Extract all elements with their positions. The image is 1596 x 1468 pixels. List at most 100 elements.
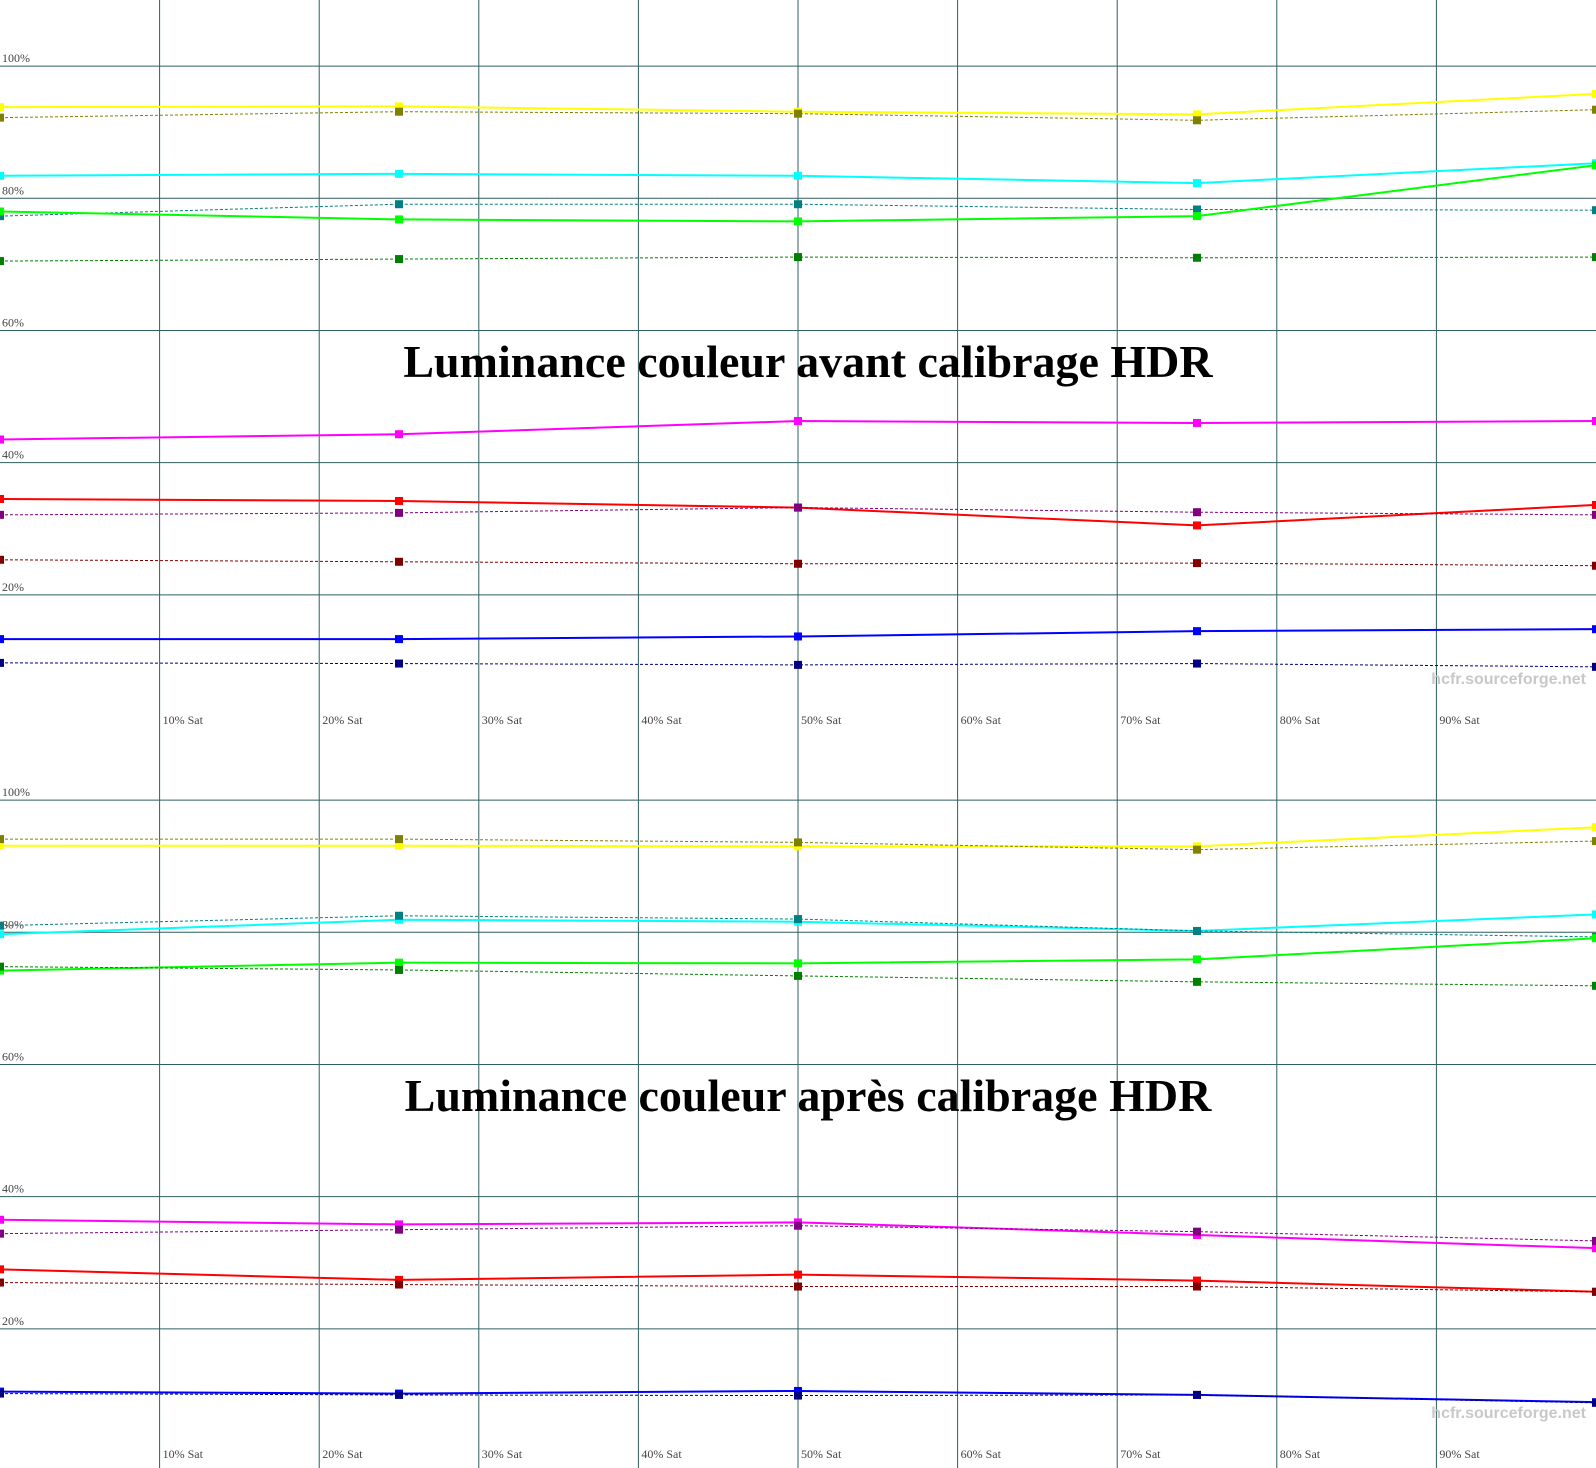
data-point bbox=[0, 207, 4, 216]
data-point bbox=[0, 494, 4, 503]
data-point bbox=[1592, 981, 1596, 990]
series-line bbox=[0, 559, 1596, 567]
x-tick-label: 50% Sat bbox=[801, 713, 842, 727]
watermark: hcfr.sourceforge.net bbox=[1431, 671, 1586, 688]
data-point bbox=[1592, 416, 1596, 425]
data-point bbox=[395, 911, 403, 920]
chart-title: Luminance couleur après calibrage HDR bbox=[405, 1070, 1212, 1121]
data-point bbox=[395, 508, 403, 517]
data-point bbox=[395, 841, 403, 850]
data-point bbox=[0, 435, 4, 444]
data-point bbox=[395, 215, 403, 224]
data-point bbox=[794, 171, 802, 180]
data-point bbox=[1592, 561, 1596, 570]
data-point bbox=[0, 930, 4, 939]
y-tick-label: 80% bbox=[2, 917, 24, 931]
data-point bbox=[395, 496, 403, 505]
data-point bbox=[794, 217, 802, 226]
data-point bbox=[1193, 926, 1201, 935]
y-tick-label: 40% bbox=[2, 1182, 24, 1196]
data-point bbox=[1592, 823, 1596, 832]
series-line bbox=[0, 662, 1596, 668]
x-tick-label: 20% Sat bbox=[322, 713, 363, 727]
data-point bbox=[1592, 206, 1596, 215]
data-point bbox=[794, 915, 802, 924]
data-point bbox=[1193, 418, 1201, 427]
x-tick-label: 60% Sat bbox=[961, 713, 1002, 727]
data-point bbox=[0, 962, 4, 971]
x-tick-label: 30% Sat bbox=[482, 1447, 523, 1461]
data-point bbox=[794, 838, 802, 847]
x-tick-label: 40% Sat bbox=[641, 1447, 682, 1461]
data-point bbox=[395, 635, 403, 644]
series-line bbox=[0, 966, 1596, 987]
data-point bbox=[1193, 1227, 1201, 1236]
data-point bbox=[0, 921, 4, 930]
y-tick-label: 60% bbox=[2, 315, 24, 329]
data-point bbox=[0, 510, 4, 519]
data-point bbox=[794, 559, 802, 568]
data-point bbox=[1592, 253, 1596, 262]
data-point bbox=[0, 103, 4, 112]
data-point bbox=[794, 1391, 802, 1400]
chart: 10% Sat 20% Sat 30% Sat 40% Sat 50% Sat 60% S… bbox=[0, 0, 1596, 734]
data-point bbox=[0, 113, 4, 122]
series-line bbox=[0, 1282, 1596, 1293]
x-tick-label: 60% Sat bbox=[961, 1447, 1002, 1461]
data-point bbox=[794, 109, 802, 118]
x-tick-label: 80% Sat bbox=[1280, 713, 1321, 727]
data-point bbox=[0, 257, 4, 266]
series-line bbox=[0, 838, 1596, 851]
data-point bbox=[0, 1265, 4, 1274]
data-point bbox=[794, 1386, 802, 1395]
data-point bbox=[794, 1221, 802, 1230]
series-line bbox=[0, 1393, 1596, 1404]
data-point bbox=[794, 253, 802, 262]
data-point bbox=[0, 658, 4, 667]
x-tick-label: 90% Sat bbox=[1439, 713, 1480, 727]
data-point bbox=[395, 1390, 403, 1399]
data-point bbox=[1193, 212, 1201, 221]
data-point bbox=[794, 632, 802, 641]
series-line bbox=[0, 1225, 1596, 1242]
data-point bbox=[1592, 934, 1596, 943]
data-point bbox=[0, 635, 4, 644]
data-point bbox=[1193, 179, 1201, 188]
x-tick-label: 10% Sat bbox=[163, 1447, 204, 1461]
data-point bbox=[395, 1220, 403, 1229]
data-point bbox=[395, 557, 403, 566]
data-point bbox=[794, 1282, 802, 1291]
series-line bbox=[0, 256, 1596, 262]
data-point bbox=[0, 171, 4, 180]
data-point bbox=[395, 659, 403, 668]
data-point bbox=[0, 1229, 4, 1238]
data-point bbox=[794, 1270, 802, 1279]
x-tick-label: 70% Sat bbox=[1120, 713, 1161, 727]
data-point bbox=[395, 169, 403, 178]
data-point bbox=[1592, 662, 1596, 671]
data-point bbox=[1193, 521, 1201, 530]
data-point bbox=[1592, 89, 1596, 98]
y-tick-label: 40% bbox=[2, 448, 24, 462]
data-point bbox=[1193, 116, 1201, 125]
data-point bbox=[794, 200, 802, 209]
data-point bbox=[395, 1275, 403, 1284]
data-point bbox=[395, 958, 403, 967]
data-point bbox=[1592, 500, 1596, 509]
data-point bbox=[395, 107, 403, 116]
data-point bbox=[1193, 110, 1201, 119]
data-point bbox=[1193, 1276, 1201, 1285]
y-tick-label: 20% bbox=[2, 580, 24, 594]
y-tick-label: 60% bbox=[2, 1049, 24, 1063]
data-point bbox=[395, 200, 403, 209]
data-point bbox=[0, 555, 4, 564]
data-point bbox=[1193, 508, 1201, 517]
data-point bbox=[1193, 845, 1201, 854]
data-point bbox=[1592, 1398, 1596, 1407]
data-point bbox=[1193, 659, 1201, 668]
x-tick-label: 70% Sat bbox=[1120, 1447, 1161, 1461]
data-point bbox=[1193, 955, 1201, 964]
x-tick-label: 10% Sat bbox=[163, 713, 204, 727]
series-line bbox=[0, 203, 1596, 217]
data-point bbox=[395, 1280, 403, 1289]
